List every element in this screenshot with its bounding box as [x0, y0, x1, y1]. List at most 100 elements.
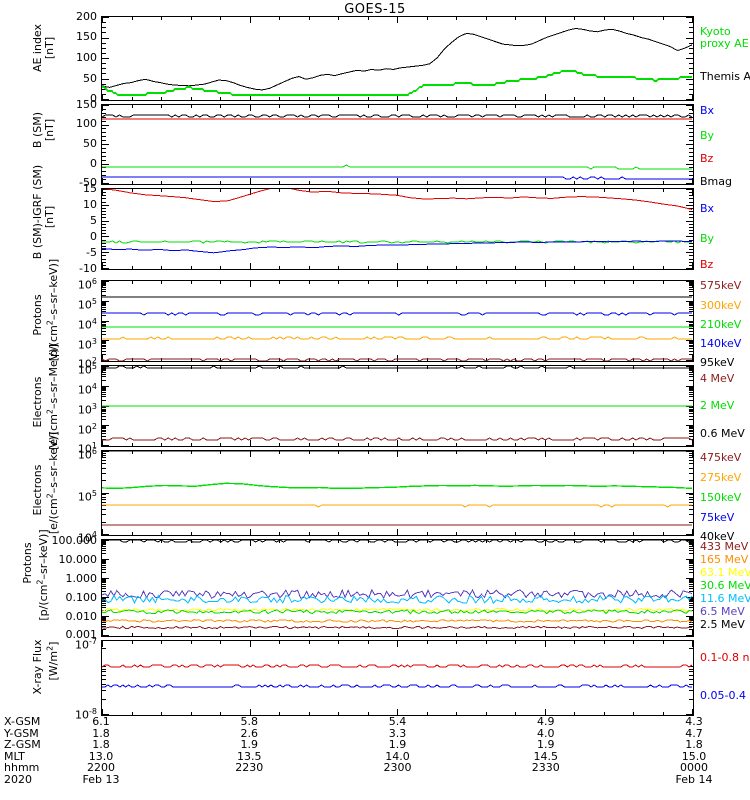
- ytick-p2-3: 0: [90, 157, 97, 170]
- legend-p5-06mev: 0.6 MeV: [700, 428, 745, 440]
- ytick-p3-3: 0: [90, 230, 97, 243]
- ytick-p1-0: 200: [76, 10, 97, 23]
- legend-label-by: By: [700, 129, 715, 142]
- legend-p8-01-08nm: 0.1-0.8 nm: [700, 652, 750, 664]
- xaxis-cell: 2300: [383, 761, 412, 775]
- plot-area-p8: [102, 641, 693, 715]
- legend-p8-005-04nm: 0.05-0.4 nm: [700, 690, 750, 702]
- legend-p6-40kev: 40keV: [700, 531, 734, 543]
- panel-protons-mev: [101, 539, 694, 637]
- legend-p7-433mev: 433 MeV: [700, 541, 748, 553]
- legend-p1-kyoto: Kyoto proxy AE: [700, 26, 749, 50]
- series-kyoto-proxy-ae: [102, 70, 692, 96]
- series-433mev: [102, 625, 693, 630]
- ytick-p2-2: 50: [83, 137, 97, 150]
- series-01-08nm: [102, 664, 693, 668]
- xaxis-cell: 14.5: [533, 749, 559, 763]
- xaxis-cell: 0000: [680, 761, 708, 775]
- series-005-04nm: [102, 684, 692, 688]
- legend-p4-210kev: 210keV: [700, 319, 741, 331]
- legend-label-25mev: 2.5 MeV: [700, 618, 745, 631]
- plot-area-p3: [102, 189, 693, 269]
- legend-p2-bmag: Bmag: [700, 176, 732, 188]
- xaxis-cell: 14.0: [385, 749, 410, 763]
- legend-p2-by: By: [700, 130, 714, 142]
- xaxis-cell: 4.9: [537, 715, 555, 728]
- xaxis-row-label-mlt: MLT: [4, 749, 25, 763]
- ylabel-b-sm-unit: [nT]: [43, 85, 56, 175]
- ylabel-xray-flux: X-ray Flux: [31, 622, 44, 712]
- xaxis-cell: 4.7: [685, 726, 703, 740]
- ytick-p7-5: 0.001: [65, 628, 98, 641]
- xaxis-cell: 1.8: [92, 738, 110, 752]
- plot-area-p6: [102, 451, 693, 535]
- panel-protons-kev: [101, 280, 694, 362]
- legend-label-165mev: 165 MeV: [700, 553, 749, 566]
- series-4mev: [102, 437, 693, 441]
- legend-p5-4mev: 4 MeV: [700, 373, 734, 385]
- series-65mev: [102, 588, 693, 600]
- series-150kev: [102, 482, 693, 490]
- legend-label-kyoto-2: proxy AE: [700, 37, 749, 50]
- legend-p6-275kev: 275keV: [700, 472, 741, 484]
- ylabel-xray-flux-line2: [W/m2]: [45, 641, 60, 681]
- legend-p3-bz: Bz: [700, 259, 713, 271]
- xaxis-cell: 13.0: [88, 749, 114, 763]
- xaxis-row-label-y-gsm: Y-GSM: [4, 726, 39, 740]
- panel-xray-flux: [101, 640, 694, 716]
- ytick-p3-5: -10: [79, 262, 97, 275]
- legend-label-40kev: 40keV: [700, 530, 735, 543]
- ytick-p2-4: -50: [79, 176, 97, 189]
- legend-label-bx: Bx: [700, 104, 715, 117]
- ylabel-b-sm-line2: [nT]: [43, 118, 56, 142]
- xaxis-cell: 1.8: [685, 738, 703, 752]
- ylabel-protons-mev-line1: Protons: [21, 542, 34, 584]
- panel-b-sm: [101, 104, 694, 185]
- legend-p6-475kev: 475keV: [700, 452, 741, 464]
- xaxis-cell: 1.8: [92, 726, 110, 740]
- legend-p5-2mev: 2 MeV: [700, 400, 734, 412]
- ytick-p5-3: 102: [77, 422, 97, 437]
- legend-p7-631mev: 63.1 MeV: [700, 567, 750, 579]
- xaxis-cell: 1.9: [388, 738, 407, 752]
- plot-area-p7: [102, 540, 693, 636]
- ylabel-protons-kev: Protons: [31, 270, 44, 360]
- series-bx: [102, 176, 692, 180]
- ytick-p6-0: 106: [77, 447, 97, 462]
- series-06mev: [102, 366, 692, 369]
- legend-p2-bx: Bx: [700, 105, 714, 117]
- legend-label-275kev: 275keV: [700, 471, 742, 484]
- legend-label-themis: Themis AE: [700, 70, 750, 83]
- ytick-p1-1: 150: [76, 30, 97, 43]
- ytick-p5-0: 105: [77, 362, 97, 377]
- xaxis-cell: Feb 13: [82, 773, 120, 786]
- ytick-p4-1: 105: [77, 297, 97, 312]
- ylabel-protons-mev-line2: [p/(cm2–sr–keV)]: [35, 529, 50, 621]
- legend-label-06mev: 0.6 MeV: [700, 427, 745, 440]
- panel-ae-index: [101, 16, 694, 101]
- legend-label-116mev: 11.6 MeV: [700, 592, 750, 605]
- series-themis-ae: [102, 27, 693, 91]
- xaxis-row-label-z-gsm: Z-GSM: [4, 738, 41, 752]
- ytick-p8-1: 10-8: [75, 707, 97, 722]
- series-275kev: [102, 504, 692, 508]
- xaxis-cell: 5.4: [388, 715, 407, 728]
- ytick-p3-1: 10: [83, 198, 97, 211]
- legend-p7-65mev: 6.5 MeV: [700, 606, 745, 618]
- legend-label-210kev: 210keV: [700, 318, 742, 331]
- legend-p3-bx: Bx: [700, 203, 714, 215]
- legend-label-306mev: 30.6 MeV: [700, 579, 750, 592]
- xaxis-row-label-hhmm: hhmm: [4, 761, 40, 775]
- xaxis-cell: 4.3: [685, 715, 703, 728]
- legend-label-005-04nm: 0.05-0.4 nm: [700, 689, 750, 702]
- legend-p6-75kev: 75keV: [700, 512, 734, 524]
- series-116mev: [102, 594, 693, 605]
- ytick-p2-0: 150: [76, 98, 97, 111]
- legend-label-by-igrf: By: [700, 232, 715, 245]
- legend-label-bz: Bz: [700, 152, 714, 165]
- ytick-p1-2: 100: [76, 51, 97, 64]
- ytick-p5-2: 103: [77, 402, 97, 417]
- legend-p4-300kev: 300keV: [700, 300, 741, 312]
- legend-label-631mev: 63.1 MeV: [700, 566, 750, 579]
- xaxis-cell: 13.5: [237, 749, 262, 763]
